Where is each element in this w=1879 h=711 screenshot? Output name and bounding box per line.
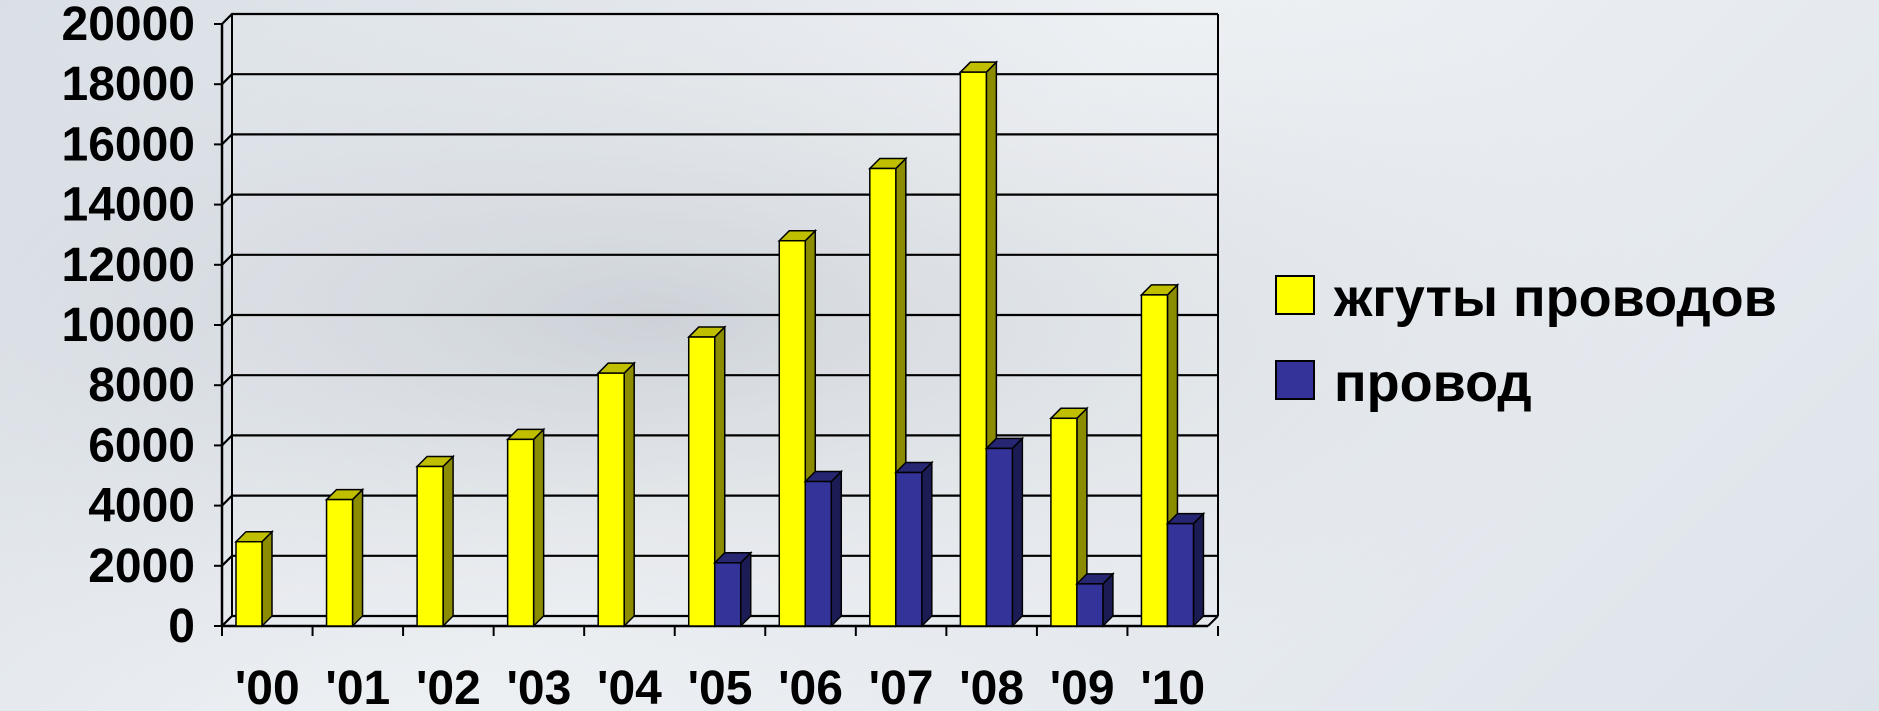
bar-series1 [596, 361, 636, 628]
y-tick-label: 6000 [88, 419, 195, 472]
y-tick-label: 20000 [62, 0, 195, 51]
bar-series2 [894, 460, 934, 628]
bar-series2 [803, 469, 844, 628]
x-tick-label: '08 [959, 662, 1024, 711]
y-tick-label: 12000 [62, 239, 195, 292]
x-tick-label: '04 [597, 662, 662, 711]
x-tick-labels: '00 '01 '02 '03 '04 '05 '06 '07 '08 '09 '10 [235, 662, 1205, 711]
floor-edge [1207, 615, 1219, 627]
y-tick-label: 16000 [62, 118, 195, 171]
y-tick-label: 14000 [62, 179, 195, 232]
bar-series2 [712, 550, 753, 628]
legend-swatch [1275, 275, 1315, 315]
legend-label: провод [1334, 353, 1532, 413]
x-tick-label: '09 [1050, 662, 1115, 711]
bar-series2 [1075, 572, 1115, 628]
y-tick-label: 4000 [88, 480, 195, 533]
bar-series1 [234, 529, 274, 628]
legend-item: жгуты проводов [1275, 268, 1777, 328]
legend-label: жгуты проводов [1333, 268, 1777, 328]
bar-series1 [686, 325, 727, 628]
bar-series1 [324, 487, 365, 628]
bar-series1 [505, 427, 546, 628]
y-tick-label: 18000 [62, 58, 195, 111]
x-tick-label: '07 [869, 662, 934, 711]
x-tick-label: '06 [778, 662, 843, 711]
legend: жгуты проводов провод [1275, 268, 1777, 413]
bar-series2 [984, 436, 1025, 628]
legend-swatch [1275, 360, 1315, 400]
y-tick-label: 8000 [88, 359, 195, 412]
x-tick-label: '03 [507, 662, 572, 711]
x-tick-label: '01 [325, 662, 390, 711]
bars [234, 60, 1206, 628]
y-tick-labels: 0 2000 4000 6000 8000 10000 12000 14000 16000 180… [62, 0, 195, 653]
x-tick-label: '00 [235, 662, 300, 711]
bar-series1 [777, 228, 818, 628]
bar-series1 [1049, 406, 1089, 628]
x-tick-label: '05 [688, 662, 753, 711]
y-tick-label: 10000 [62, 299, 195, 352]
legend-item: провод [1275, 353, 1532, 413]
x-tick-label: '02 [416, 662, 481, 711]
x-tick-label: '10 [1140, 662, 1205, 711]
bar-series1 [1139, 283, 1180, 628]
bar-series2 [1165, 511, 1206, 628]
bar-series1 [415, 454, 455, 628]
y-tick-label: 2000 [88, 540, 195, 593]
y-tick-label: 0 [168, 600, 195, 653]
